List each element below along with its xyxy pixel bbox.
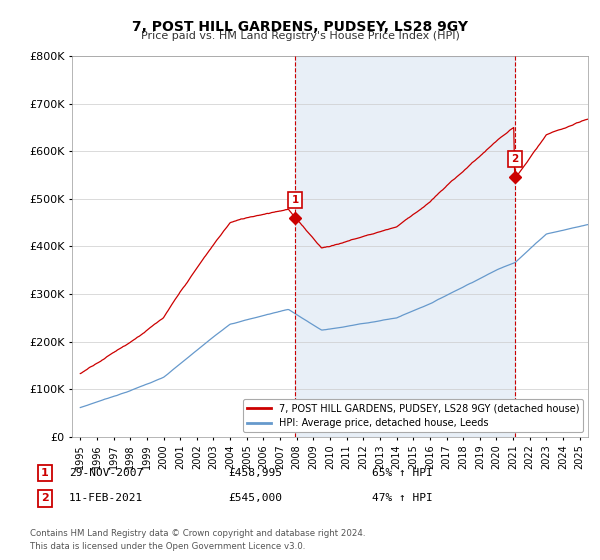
Text: £545,000: £545,000	[228, 493, 282, 503]
Text: 2: 2	[511, 155, 519, 164]
Text: 7, POST HILL GARDENS, PUDSEY, LS28 9GY: 7, POST HILL GARDENS, PUDSEY, LS28 9GY	[132, 20, 468, 34]
Bar	[295, 56, 515, 437]
Text: 1: 1	[292, 195, 299, 205]
Text: 65% ↑ HPI: 65% ↑ HPI	[372, 468, 433, 478]
Text: £458,995: £458,995	[228, 468, 282, 478]
Text: Price paid vs. HM Land Registry's House Price Index (HPI): Price paid vs. HM Land Registry's House …	[140, 31, 460, 41]
Text: 29-NOV-2007: 29-NOV-2007	[69, 468, 143, 478]
Text: Contains HM Land Registry data © Crown copyright and database right 2024.
This d: Contains HM Land Registry data © Crown c…	[30, 529, 365, 550]
Legend: 7, POST HILL GARDENS, PUDSEY, LS28 9GY (detached house), HPI: Average price, det: 7, POST HILL GARDENS, PUDSEY, LS28 9GY (…	[243, 399, 583, 432]
Text: 47% ↑ HPI: 47% ↑ HPI	[372, 493, 433, 503]
Text: 11-FEB-2021: 11-FEB-2021	[69, 493, 143, 503]
Text: 2: 2	[41, 493, 49, 503]
Text: 1: 1	[41, 468, 49, 478]
